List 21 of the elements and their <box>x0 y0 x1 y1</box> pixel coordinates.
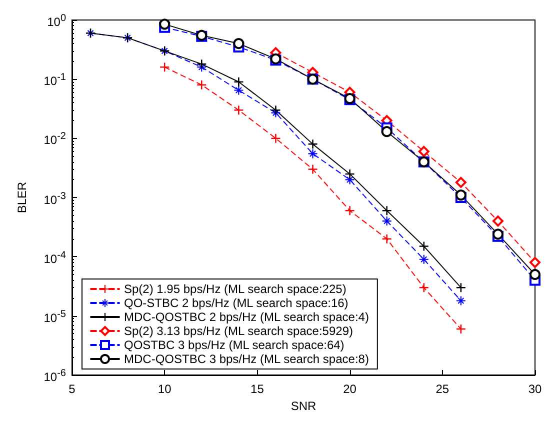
legend-label: QOSTBC 3 bps/Hz (ML search space:64) <box>124 338 344 352</box>
y-tick-label: 10$^{-4}$ <box>44 248 66 266</box>
y-axis-title: BLER <box>15 182 29 214</box>
y-tick-label: 10$^{0}$ <box>47 12 66 29</box>
y-tick-label: 10$^{-6}$ <box>44 367 66 384</box>
y-tick-label: 10$^{-1}$ <box>44 71 66 88</box>
legend-label: Sp(2) 3.13 bps/Hz (ML search space:5929) <box>124 324 354 338</box>
x-tick-label: 20 <box>343 382 357 396</box>
y-tick-label: 10$^{-5}$ <box>44 308 66 325</box>
y-tick-label: 10$^{-3}$ <box>44 190 66 206</box>
legend-label: Sp(2) 1.95 bps/Hz (ML search space:225) <box>124 282 346 296</box>
legend-label: MDC-QOSTBC 3 bps/Hz (ML search space:8) <box>124 352 369 366</box>
y-tick-label: 10$^{-2}$ <box>44 130 66 148</box>
legend-label: QO-STBC 2 bps/Hz (ML search space:16) <box>124 296 348 310</box>
x-axis-title: SNR <box>290 398 316 413</box>
x-tick-label: 5 <box>68 382 76 396</box>
x-tick-label: 15 <box>250 382 264 396</box>
legend-label: MDC-QOSTBC 2 bps/Hz (ML search space:4) <box>124 310 369 324</box>
x-tick-label: 30 <box>528 382 542 396</box>
x-tick-label: 10 <box>158 382 172 396</box>
x-tick-label: 25 <box>436 382 450 396</box>
